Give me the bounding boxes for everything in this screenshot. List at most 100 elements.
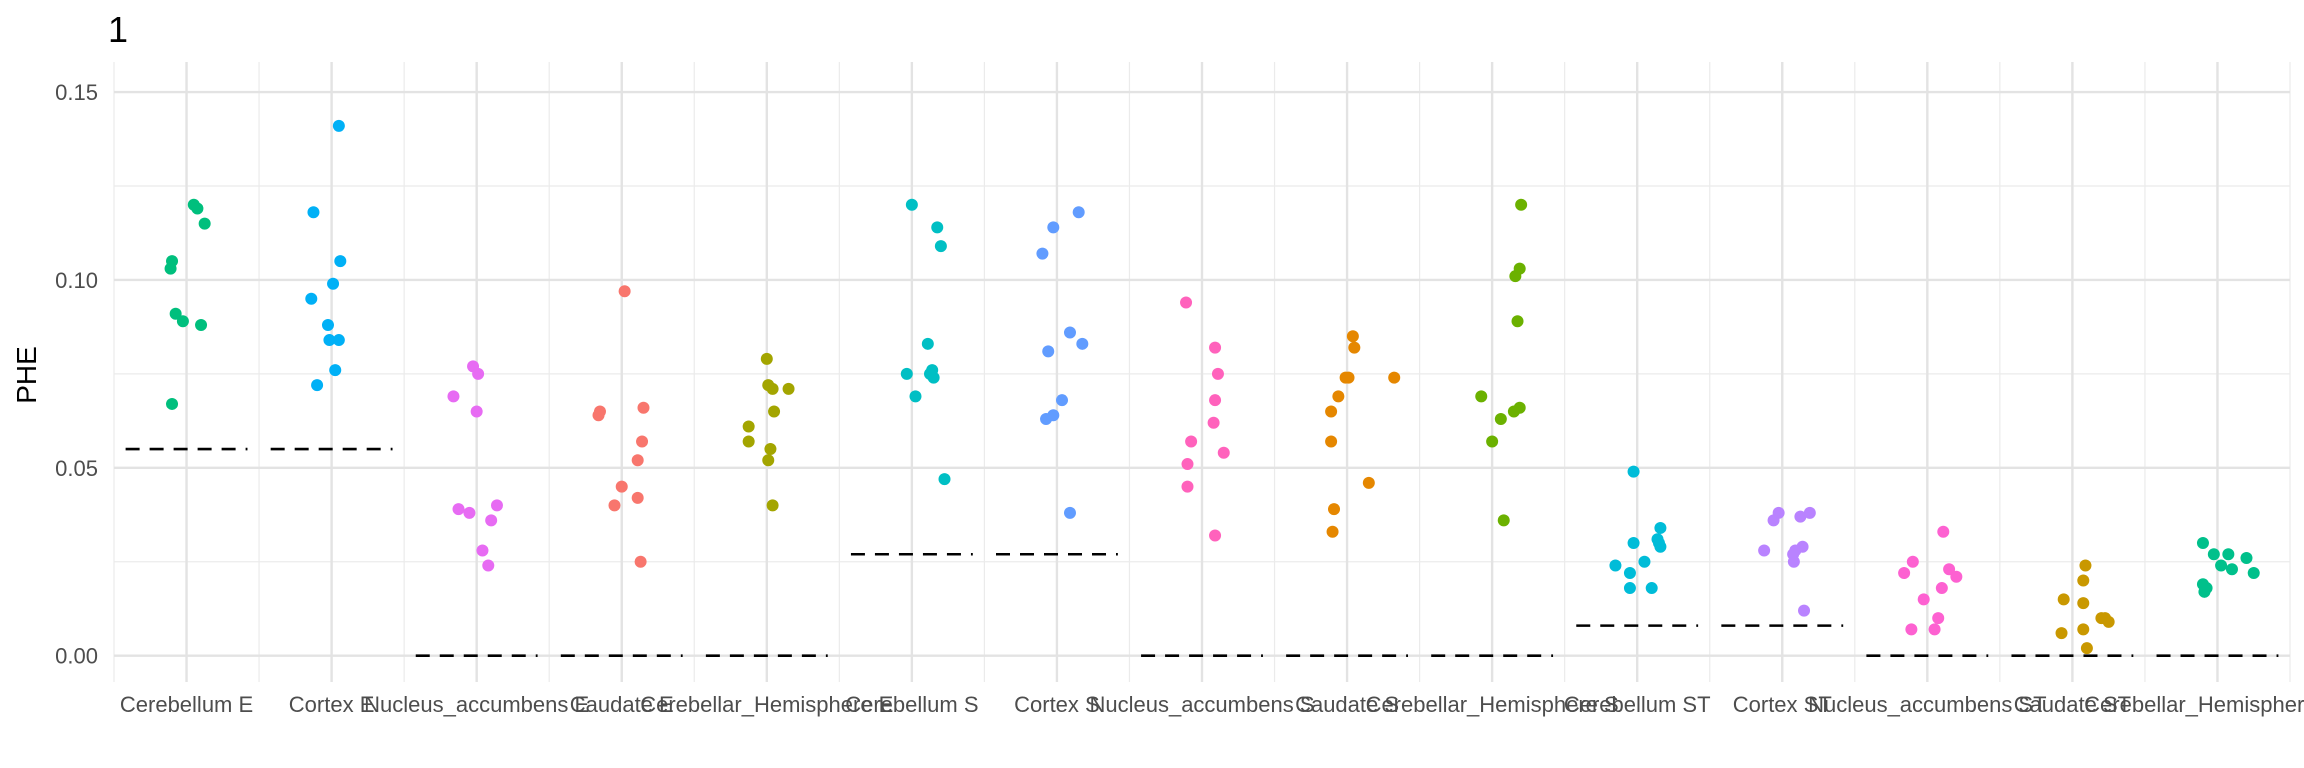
data-point [1509, 270, 1522, 283]
y-axis-label: PHE [11, 346, 42, 404]
data-point [169, 307, 182, 320]
data-point [1072, 206, 1085, 219]
data-point [1497, 514, 1510, 527]
data-point [2080, 642, 2093, 655]
data-point [631, 491, 644, 504]
data-point [327, 277, 340, 290]
data-point [742, 420, 755, 433]
data-point [463, 506, 476, 519]
data-point [2222, 548, 2235, 561]
data-point [2240, 552, 2253, 564]
data-point [329, 364, 342, 377]
data-point [764, 443, 777, 456]
data-point [760, 352, 773, 365]
data-point [447, 390, 460, 403]
data-point [321, 319, 334, 332]
data-point [2247, 567, 2260, 580]
data-point [1209, 529, 1222, 542]
data-point [2079, 559, 2092, 572]
data-point [1325, 435, 1338, 448]
data-point [1645, 582, 1658, 595]
data-point [1207, 416, 1220, 429]
x-tick-label: Cerebellar_Hemisphere ST [2084, 692, 2304, 717]
y-tick-label: 0.10 [55, 268, 98, 293]
data-point [1654, 540, 1667, 553]
data-point [1211, 367, 1224, 380]
data-point [195, 319, 208, 332]
data-point [2225, 563, 2238, 576]
data-point [1185, 435, 1198, 448]
data-point [1326, 525, 1339, 538]
threshold-layer [125, 447, 2279, 657]
data-point [1898, 567, 1911, 580]
data-point [636, 435, 649, 448]
data-point [637, 401, 650, 414]
data-point [2077, 623, 2090, 636]
data-point [2077, 574, 2090, 587]
data-point [1767, 514, 1780, 527]
data-point [2057, 593, 2070, 606]
data-point [1932, 612, 1945, 625]
data-point [485, 514, 498, 527]
data-point [766, 382, 779, 395]
data-point [1042, 345, 1055, 358]
data-point [931, 221, 944, 234]
data-point [1627, 536, 1640, 549]
data-point [1623, 567, 1636, 580]
data-point [1486, 435, 1499, 448]
data-point [307, 206, 320, 219]
data-point [766, 499, 779, 512]
x-tick-label: Cerebellum ST [1564, 692, 1711, 717]
data-point [768, 405, 781, 418]
x-tick-label: Cerebellar_Hemisphere E [640, 692, 893, 717]
x-tick-label: Cerebellum S [845, 692, 978, 717]
x-tick-label: Nucleus_accumbens ST [1808, 692, 2046, 717]
data-point [938, 473, 951, 486]
y-tick-label: 0.00 [55, 644, 98, 669]
x-tick-label: Caudate E [570, 692, 674, 717]
data-point [1181, 480, 1194, 493]
data-point [490, 499, 503, 512]
data-point [176, 315, 189, 328]
data-point [2198, 585, 2211, 598]
data-point [1803, 506, 1816, 519]
data-point [1905, 623, 1918, 636]
data-point [472, 367, 485, 380]
data-point [1787, 555, 1800, 568]
data-point [1036, 247, 1049, 260]
data-point [470, 405, 483, 418]
data-point [1209, 341, 1222, 354]
data-point [921, 337, 934, 350]
data-point [1475, 390, 1488, 403]
x-tick-label: Caudate ST [2014, 692, 2131, 717]
data-point [334, 255, 347, 268]
data-point [2077, 597, 2090, 610]
data-point [332, 334, 345, 347]
data-point [476, 544, 489, 557]
data-point [1076, 337, 1089, 350]
data-point [1346, 330, 1359, 343]
data-point [323, 334, 336, 347]
data-point [1348, 341, 1361, 354]
y-tick-label: 0.15 [55, 80, 98, 105]
x-tick-label: Cortex ST [1733, 692, 1832, 717]
y-tick-label: 0.05 [55, 456, 98, 481]
data-point [1388, 371, 1401, 384]
data-point [1325, 405, 1338, 418]
data-point [305, 292, 318, 305]
data-point [900, 367, 913, 380]
data-point [1507, 405, 1520, 418]
data-point [1906, 555, 1919, 568]
x-tick-label: Cerebellum E [120, 692, 253, 717]
data-point [1950, 570, 1963, 583]
data-point [615, 480, 628, 493]
data-point [1943, 563, 1956, 576]
data-point [1928, 623, 1941, 636]
data-point [1047, 221, 1060, 234]
data-point [1180, 296, 1193, 309]
data-point [1063, 326, 1076, 339]
data-point [1794, 510, 1807, 523]
data-point [905, 198, 918, 211]
